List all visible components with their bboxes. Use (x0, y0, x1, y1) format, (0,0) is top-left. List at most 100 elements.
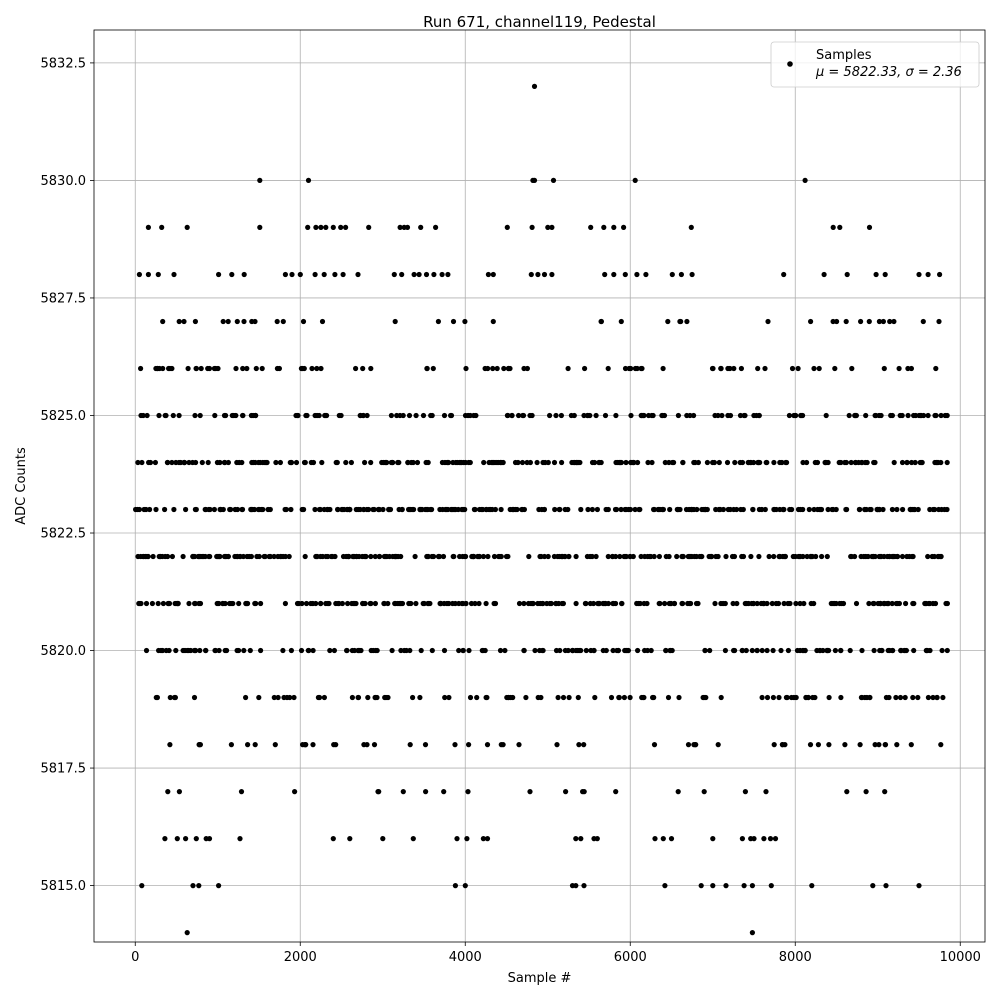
data-point (531, 177, 538, 183)
data-point (410, 836, 416, 842)
data-point (319, 459, 325, 466)
data-point (573, 883, 579, 889)
data-point (710, 883, 716, 889)
data-point (136, 506, 142, 513)
data-point (856, 459, 862, 466)
y-tick-label: 5817.5 (41, 762, 87, 777)
data-point (322, 412, 328, 419)
data-point (691, 459, 697, 466)
data-point (635, 459, 641, 466)
data-point (930, 694, 936, 701)
data-point (598, 318, 605, 325)
data-point (584, 412, 591, 419)
data-point (691, 412, 697, 419)
data-point (618, 318, 624, 325)
data-point (853, 412, 860, 419)
data-point (429, 553, 435, 560)
data-point (372, 600, 378, 607)
data-point (669, 271, 675, 278)
data-point (899, 553, 906, 560)
data-point (223, 412, 229, 419)
data-point (693, 553, 700, 560)
data-point (770, 647, 776, 654)
data-point (755, 365, 761, 372)
data-point (611, 224, 617, 230)
data-point (458, 459, 464, 466)
data-point (313, 600, 319, 607)
data-point (171, 506, 177, 513)
data-point (217, 506, 223, 513)
data-point (236, 600, 242, 607)
data-point (463, 600, 469, 607)
data-point (516, 742, 522, 748)
data-point (167, 694, 173, 701)
data-point (155, 271, 161, 278)
data-point (608, 694, 615, 701)
data-point (862, 459, 868, 466)
data-point (485, 271, 491, 278)
data-point (482, 365, 488, 372)
data-point (302, 553, 308, 560)
data-point (602, 271, 608, 278)
data-point (809, 883, 815, 889)
data-point (521, 600, 527, 607)
data-point (776, 553, 782, 560)
data-point (314, 412, 320, 419)
data-point (392, 318, 398, 325)
data-point (249, 318, 255, 325)
data-point (555, 694, 561, 701)
data-point (733, 506, 740, 513)
data-point (830, 600, 836, 607)
data-point (879, 647, 885, 654)
data-point (361, 742, 367, 748)
data-point (490, 318, 496, 325)
data-point (793, 694, 799, 701)
data-point (611, 271, 617, 278)
data-point (548, 600, 554, 607)
data-point (502, 647, 508, 654)
data-point (781, 271, 787, 278)
data-point (715, 553, 721, 560)
data-point (386, 506, 392, 513)
data-point (143, 600, 150, 607)
data-point (613, 789, 619, 795)
data-point (282, 600, 288, 607)
data-point (465, 789, 471, 795)
data-point (890, 553, 896, 560)
data-point (812, 459, 818, 466)
data-point (222, 600, 228, 607)
data-point (877, 553, 884, 560)
data-point (943, 600, 949, 607)
data-point (441, 412, 448, 419)
data-point (545, 459, 551, 466)
data-point (891, 318, 897, 325)
data-point (751, 836, 757, 842)
data-point (552, 506, 558, 513)
data-point (300, 318, 307, 325)
data-point (674, 506, 680, 513)
data-point (441, 647, 448, 654)
legend: Samples μ = 5822.33, σ = 2.36 (770, 41, 980, 88)
data-point (748, 553, 754, 560)
data-point (520, 412, 526, 419)
data-point (146, 459, 152, 466)
data-point (645, 459, 651, 466)
data-point (702, 647, 708, 654)
data-point (298, 647, 305, 654)
data-point (171, 694, 178, 701)
data-point (758, 600, 764, 607)
data-point (544, 600, 550, 607)
data-point (545, 553, 551, 560)
data-point (462, 412, 469, 419)
data-point (257, 224, 263, 230)
data-point (523, 694, 529, 701)
data-point (384, 459, 390, 466)
data-point (261, 553, 267, 560)
data-point (642, 647, 648, 654)
data-point (838, 647, 844, 654)
data-point (541, 271, 548, 278)
data-point (300, 742, 306, 748)
data-point (622, 271, 628, 278)
